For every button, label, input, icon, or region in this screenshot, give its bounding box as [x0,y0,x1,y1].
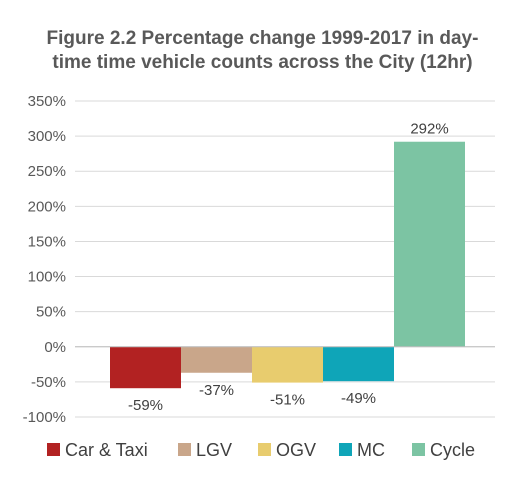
y-tick-label: 200% [28,198,66,215]
legend-swatch [258,443,271,456]
data-label: -59% [128,397,163,414]
y-tick-label: 150% [28,233,66,250]
y-tick-label: 300% [28,128,66,145]
y-tick-label: 50% [36,304,66,321]
data-label: -51% [270,392,305,409]
bar-2 [252,346,323,383]
legend-swatch [412,443,425,456]
legend-swatch [178,443,191,456]
chart-title-line1: Figure 2.2 Percentage change 1999-2017 i… [46,28,479,49]
y-tick-label: 250% [28,163,66,180]
bar-1 [181,346,252,373]
chart-title-line2: time time vehicle counts across the City… [52,52,473,73]
y-tick-label: 350% [28,93,66,110]
data-label: -37% [199,382,234,399]
legend-label: Car & Taxi [65,440,148,460]
legend-swatch [47,443,60,456]
bar-3 [323,346,394,382]
y-tick-label: 0% [44,339,66,356]
data-label: -49% [341,390,376,407]
legend-swatch [339,443,352,456]
y-tick-label: -50% [31,374,66,391]
data-label: 292% [410,121,448,138]
legend-label: Cycle [430,440,475,460]
y-tick-label: 100% [28,269,66,286]
y-tick-label: -100% [23,409,66,426]
bar-4 [394,141,465,347]
legend-label: OGV [276,440,316,460]
bar-0 [110,346,181,389]
legend-label: MC [357,440,385,460]
legend-label: LGV [196,440,232,460]
